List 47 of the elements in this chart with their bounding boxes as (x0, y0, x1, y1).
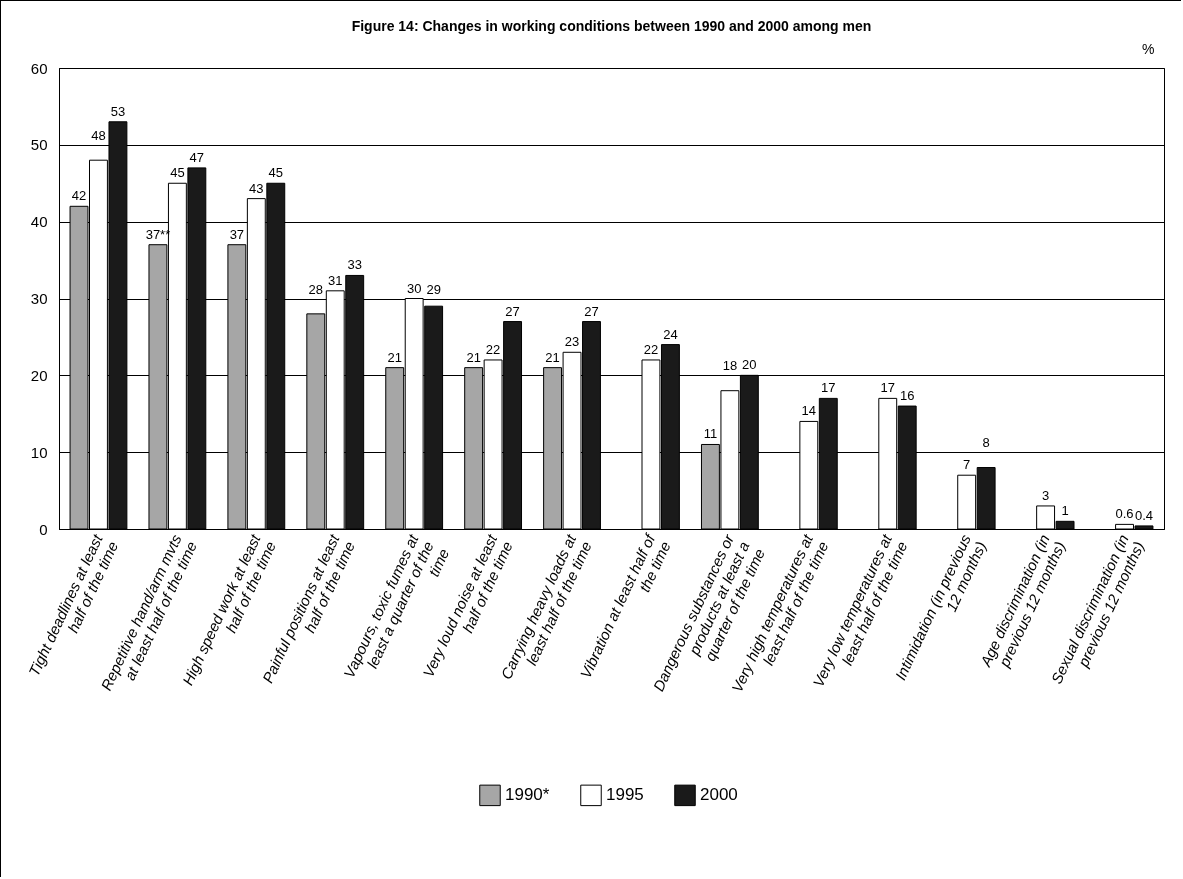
y-tick-label: 0 (39, 520, 48, 538)
data-label: 53 (110, 103, 126, 119)
data-label: 21 (387, 349, 402, 365)
data-label: 17 (821, 380, 836, 396)
data-label: 14 (801, 403, 817, 419)
data-label: 0.4 (1134, 507, 1154, 523)
data-label: 27 (584, 303, 599, 319)
legend-label: 1990* (505, 785, 550, 805)
data-label: 24 (663, 326, 678, 342)
data-label: 29 (426, 281, 441, 297)
data-label: 22 (485, 341, 501, 357)
data-label: 43 (249, 180, 264, 196)
data-label: 45 (268, 165, 284, 181)
data-label: 18 (722, 358, 738, 374)
data-label: 30 (406, 280, 422, 296)
y-tick-label: 10 (30, 443, 48, 461)
y-tick-label: 40 (30, 213, 48, 231)
y-tick-label: 20 (30, 366, 48, 384)
chart-title: Figure 14: Changes in working conditions between 1990 and 2000 among men (351, 18, 872, 34)
y-tick-label: 30 (30, 290, 48, 307)
y-tick-label: 60 (30, 59, 48, 77)
data-label: 33 (347, 257, 362, 273)
legend-label: 2000 (700, 785, 738, 805)
data-label: 37 (229, 226, 245, 242)
data-label: 22 (643, 341, 659, 357)
data-label: 11 (703, 426, 718, 442)
data-label: 7 (963, 457, 971, 473)
data-label: 3 (1041, 487, 1050, 503)
data-label: 20 (742, 357, 757, 373)
data-label: 31 (328, 272, 343, 288)
data-label: 21 (545, 349, 560, 365)
data-label: 28 (308, 281, 324, 297)
data-label: 42 (71, 188, 87, 204)
y-axis-title: % (1142, 40, 1155, 57)
data-label: 16 (899, 388, 915, 404)
data-label: 0.6 (1115, 506, 1134, 522)
data-label: 27 (505, 303, 520, 319)
data-label: 45 (170, 165, 185, 181)
data-label: 21 (466, 349, 481, 365)
data-label: 1 (1061, 503, 1069, 519)
data-label: 17 (880, 380, 895, 396)
y-tick-label: 50 (30, 136, 48, 154)
legend-label: 1995 (606, 785, 644, 805)
data-label: 47 (189, 149, 205, 165)
data-label: 8 (982, 435, 990, 451)
data-label: 23 (564, 334, 580, 350)
data-label: 48 (91, 127, 106, 143)
